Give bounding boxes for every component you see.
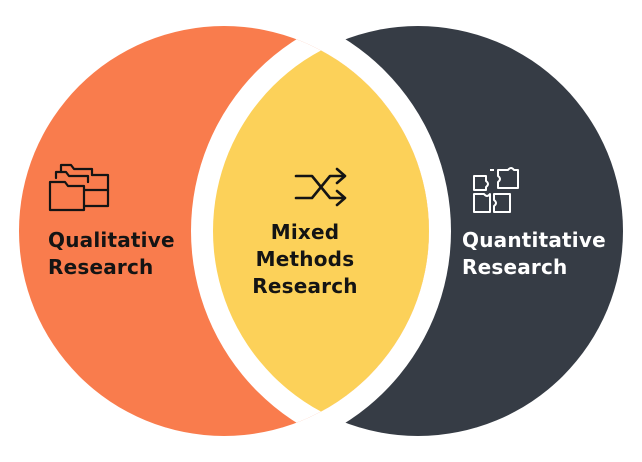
mixed-label-line-2: Methods: [255, 247, 355, 271]
folders-icon: [48, 163, 110, 212]
quantitative-label-line-2: Research: [462, 255, 568, 279]
mixed-methods-label: Mixed Methods Research: [232, 219, 378, 300]
qualitative-label-line-2: Research: [48, 255, 154, 279]
puzzle-pieces-icon: [473, 167, 519, 213]
shuffle-arrows-icon: [294, 167, 347, 207]
qualitative-label: Qualitative Research: [48, 227, 175, 281]
quantitative-label: Quantitative Research: [462, 227, 606, 281]
mixed-label-line-3: Research: [252, 274, 358, 298]
qualitative-label-line-1: Qualitative: [48, 228, 175, 252]
mixed-label-line-1: Mixed: [270, 220, 340, 244]
mixed-methods-lens: [213, 26, 429, 436]
quantitative-label-line-1: Quantitative: [462, 228, 606, 252]
